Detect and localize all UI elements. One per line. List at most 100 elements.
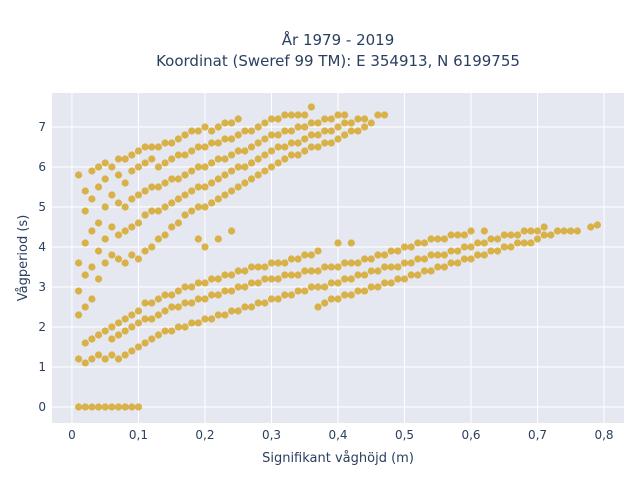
data-point: [108, 351, 116, 359]
data-point: [261, 119, 269, 127]
data-point: [301, 251, 309, 259]
data-point: [407, 243, 415, 251]
chart-title-line-2: Koordinat (Sweref 99 TM): E 354913, N 61…: [156, 52, 520, 70]
data-point: [447, 231, 455, 239]
data-point: [314, 283, 322, 291]
data-point: [161, 139, 169, 147]
data-point: [154, 295, 163, 303]
data-point: [141, 339, 149, 347]
data-point: [347, 119, 355, 127]
data-point: [374, 111, 382, 119]
data-point: [327, 295, 335, 303]
data-point: [181, 283, 189, 291]
data-point: [394, 275, 402, 283]
data-point: [148, 155, 156, 163]
data-point: [214, 275, 222, 283]
data-point: [101, 175, 109, 183]
data-point: [154, 143, 163, 151]
data-point: [101, 327, 109, 335]
x-tick-label: 0,7: [528, 428, 547, 442]
data-point: [301, 135, 309, 143]
data-point: [221, 155, 229, 163]
data-point: [427, 267, 435, 275]
data-point: [454, 247, 462, 255]
data-point: [148, 183, 156, 191]
data-point: [181, 323, 189, 331]
data-point: [341, 259, 349, 267]
chart-title-line-1: År 1979 - 2019: [282, 30, 395, 49]
data-point: [168, 303, 176, 311]
data-point: [148, 299, 156, 307]
data-point: [294, 139, 302, 147]
data-point: [394, 247, 402, 255]
data-point: [267, 259, 276, 267]
data-point: [454, 231, 462, 239]
data-point: [307, 131, 315, 139]
data-point: [274, 159, 282, 167]
data-point: [434, 263, 442, 271]
data-point: [227, 271, 236, 279]
data-point: [374, 267, 382, 275]
data-point: [480, 251, 488, 259]
data-point: [400, 243, 409, 251]
data-point: [208, 179, 216, 187]
data-point: [354, 287, 362, 295]
data-point: [287, 111, 296, 119]
data-point: [161, 307, 169, 315]
data-point: [307, 267, 315, 275]
data-point: [221, 191, 229, 199]
data-point: [361, 115, 369, 123]
data-point: [427, 235, 435, 243]
data-point: [281, 271, 289, 279]
data-point: [361, 255, 369, 263]
data-point: [261, 135, 269, 143]
data-point: [361, 287, 369, 295]
data-point: [274, 131, 282, 139]
data-point: [394, 263, 402, 271]
data-point: [221, 311, 229, 319]
data-point: [573, 227, 582, 235]
data-point: [301, 267, 309, 275]
data-point: [128, 311, 136, 319]
data-point: [227, 135, 236, 143]
data-point: [367, 119, 375, 127]
data-point: [387, 263, 395, 271]
data-point: [194, 203, 202, 211]
data-point: [188, 283, 196, 291]
data-point: [194, 143, 202, 151]
data-point: [294, 287, 302, 295]
data-point: [513, 231, 522, 239]
data-point: [168, 175, 176, 183]
data-point: [434, 251, 442, 259]
data-point: [314, 143, 322, 151]
data-point: [321, 263, 329, 271]
data-point: [121, 179, 129, 187]
data-point: [208, 199, 216, 207]
data-point: [380, 111, 389, 119]
data-point: [227, 151, 236, 159]
data-point: [134, 255, 143, 263]
data-point: [75, 287, 83, 295]
data-point: [188, 127, 196, 135]
data-point: [94, 183, 103, 191]
y-axis-title: Vågperiod (s): [16, 215, 31, 302]
data-point: [94, 275, 103, 283]
data-point: [241, 303, 249, 311]
y-tick-label: 7: [38, 120, 46, 134]
data-point: [88, 335, 96, 343]
data-point: [194, 127, 202, 135]
data-point: [194, 295, 202, 303]
data-point: [214, 139, 222, 147]
data-point: [227, 227, 236, 235]
data-point: [148, 315, 156, 323]
data-point: [108, 191, 116, 199]
data-point: [494, 247, 502, 255]
data-point: [321, 139, 329, 147]
x-tick-label: 0,8: [594, 428, 613, 442]
data-point: [101, 159, 109, 167]
data-point: [247, 143, 256, 151]
data-point: [221, 119, 229, 127]
data-point: [174, 195, 182, 203]
data-point: [214, 291, 222, 299]
data-point: [194, 183, 202, 191]
